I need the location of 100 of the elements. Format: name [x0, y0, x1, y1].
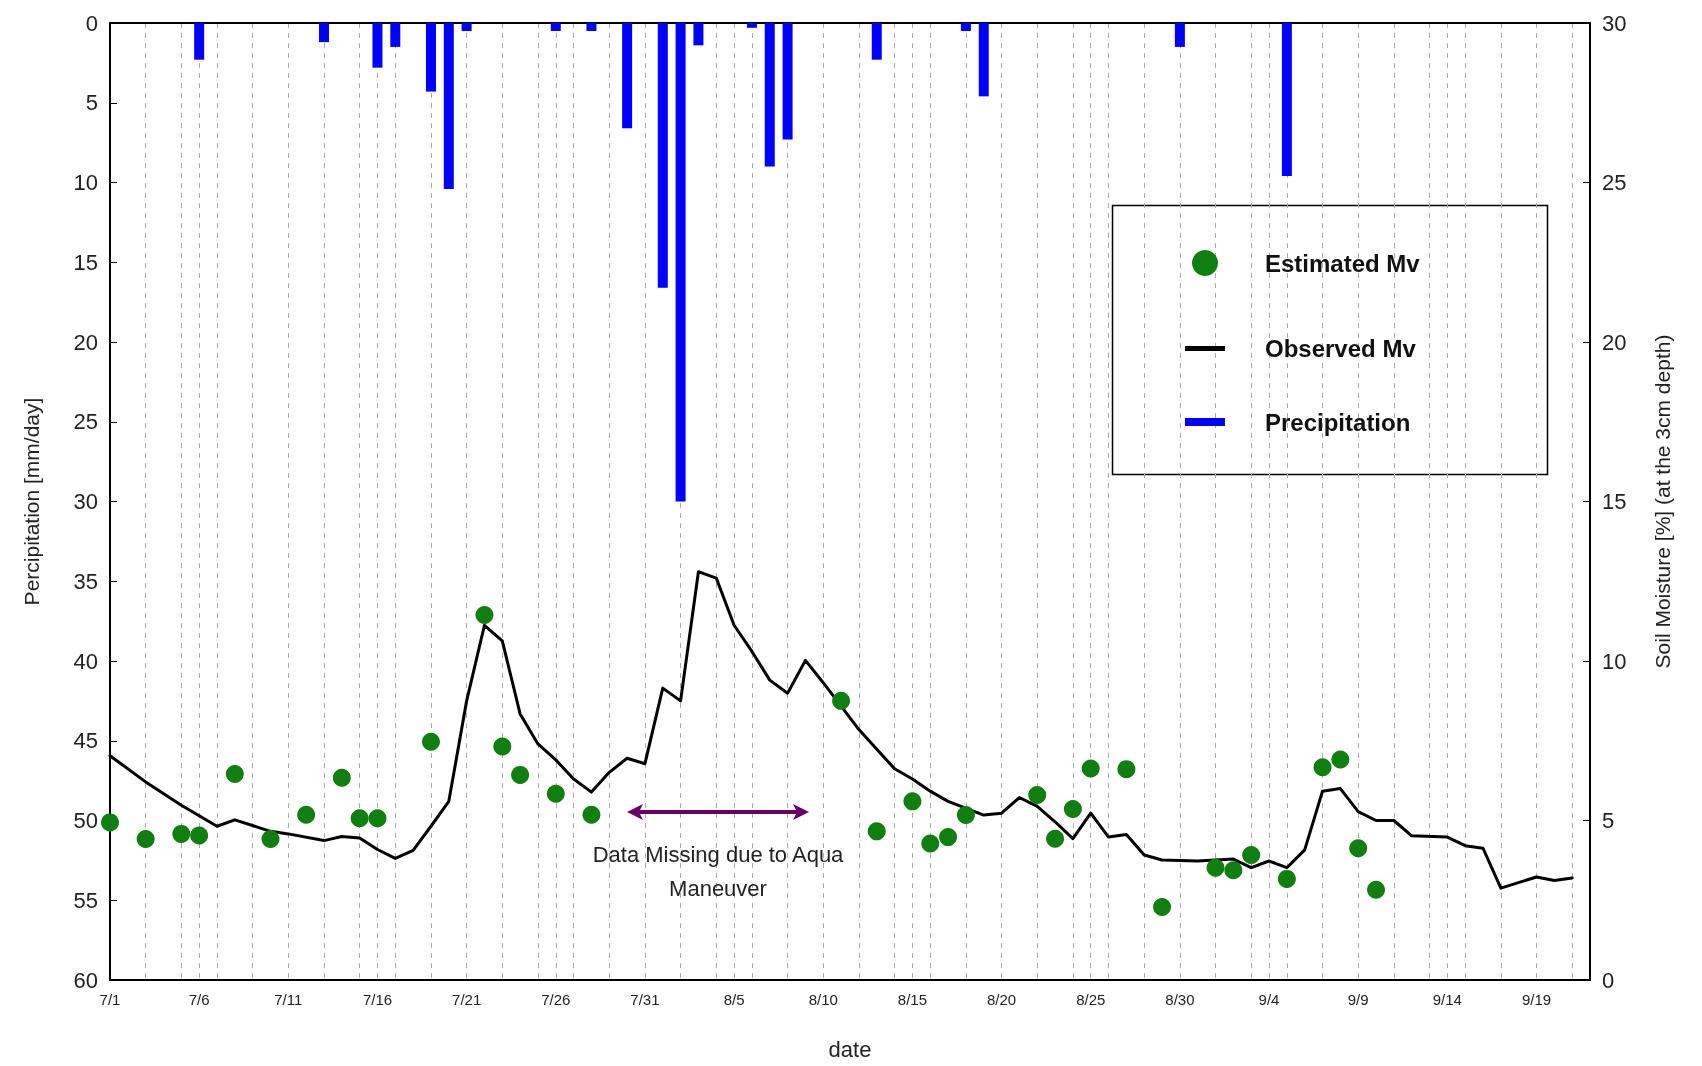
- point: [261, 830, 280, 848]
- x-tick-label: 8/15: [897, 991, 928, 1008]
- point: [921, 834, 940, 853]
- bar: [318, 23, 329, 43]
- y2-tick-label: 5: [1602, 808, 1615, 833]
- legend-label: Observed Mv: [1265, 335, 1417, 362]
- bar: [1281, 23, 1292, 177]
- y2-tick-label: 30: [1602, 10, 1627, 36]
- legend-label: Estimated Mv: [1265, 249, 1421, 277]
- point: [1331, 750, 1350, 769]
- y-tick-label: 10: [73, 170, 98, 195]
- bar: [443, 23, 454, 189]
- point: [172, 824, 191, 843]
- bar: [194, 23, 205, 60]
- y-tick-label: 5: [85, 90, 98, 116]
- bar: [550, 23, 561, 31]
- y-tick-label: 20: [73, 329, 98, 355]
- y2-tick-label: 25: [1602, 170, 1627, 195]
- x-tick-label: 9/19: [1521, 991, 1552, 1008]
- y-tick-label: 50: [73, 808, 98, 833]
- bar: [657, 23, 668, 288]
- point: [297, 805, 316, 824]
- point: [1242, 845, 1261, 864]
- bar: [960, 23, 971, 31]
- legend-label: Precipitation: [1265, 408, 1411, 436]
- point: [1277, 869, 1296, 888]
- y-tick-label: 35: [73, 568, 98, 594]
- point: [903, 792, 922, 811]
- x-tick-label: 7/6: [188, 991, 210, 1008]
- y-tick-label: 45: [73, 728, 98, 754]
- y-axis-title: Percipitation [mm/day]: [20, 397, 43, 606]
- bar: [372, 23, 383, 68]
- point: [1028, 785, 1047, 804]
- bar: [746, 23, 757, 28]
- x-tick-label: 9/4: [1258, 991, 1280, 1008]
- bar: [764, 23, 775, 167]
- point: [1046, 829, 1065, 848]
- x-tick-label: 7/16: [362, 991, 393, 1008]
- y2-tick-label: 10: [1602, 648, 1627, 674]
- y-tick-label: 55: [73, 887, 98, 913]
- x-tick-label: 8/30: [1165, 991, 1195, 1008]
- bar: [461, 23, 472, 31]
- point: [136, 830, 155, 848]
- point: [1153, 897, 1172, 916]
- point: [1117, 760, 1136, 779]
- point: [832, 691, 851, 710]
- point: [1063, 800, 1082, 819]
- point: [582, 805, 601, 824]
- annotation: Data Missing due to Aqua Maneuver: [591, 841, 845, 903]
- y-tick-label: 60: [73, 967, 98, 993]
- x-tick-label: 9/14: [1432, 991, 1462, 1008]
- point: [1206, 858, 1225, 877]
- point: [101, 813, 119, 832]
- x-tick-label: 8/25: [1076, 991, 1106, 1008]
- x-tick-label: 7/31: [630, 991, 660, 1008]
- x-tick-label: 7/26: [541, 991, 571, 1008]
- bar: [425, 23, 436, 92]
- x-tick-label: 8/5: [723, 991, 745, 1008]
- point: [190, 826, 209, 845]
- point: [350, 809, 369, 828]
- point: [1367, 880, 1386, 899]
- bar: [390, 23, 401, 47]
- point: [368, 809, 387, 828]
- y-tick-label: 0: [85, 10, 98, 36]
- point: [475, 606, 494, 625]
- x-tick-label: 7/21: [452, 991, 482, 1008]
- point: [956, 806, 975, 825]
- point: [1081, 759, 1100, 778]
- x-tick-label: 9/9: [1347, 991, 1369, 1008]
- bar: [1174, 23, 1185, 47]
- point: [511, 765, 530, 784]
- point: [332, 768, 351, 787]
- point: [493, 737, 512, 756]
- point: [867, 822, 886, 841]
- x-tick-label: 7/11: [274, 991, 303, 1008]
- bar: [622, 23, 633, 129]
- bar: [586, 23, 597, 31]
- y-tick-label: 30: [73, 489, 98, 514]
- bar: [782, 23, 793, 140]
- y2-tick-label: 20: [1602, 329, 1627, 355]
- point: [1313, 758, 1332, 777]
- bar: [871, 23, 882, 60]
- x-tick-label: 8/10: [808, 991, 838, 1008]
- point: [1224, 861, 1243, 880]
- x-axis-title: date: [828, 1036, 872, 1062]
- bar: [978, 23, 989, 97]
- x-tick-label: 7/1: [99, 991, 121, 1008]
- bar: [675, 23, 686, 502]
- y-tick-label: 15: [73, 249, 98, 275]
- y2-axis-title: Soil Moisture [%] (at the 3cm depth): [1651, 334, 1674, 669]
- point: [1349, 839, 1368, 858]
- y-tick-label: 40: [73, 648, 98, 674]
- point: [939, 828, 958, 847]
- point: [225, 764, 244, 783]
- y2-tick-label: 0: [1602, 967, 1615, 993]
- point: [421, 732, 440, 751]
- point: [546, 784, 565, 803]
- y-tick-label: 25: [73, 409, 98, 435]
- y2-tick-label: 15: [1602, 489, 1627, 514]
- x-tick-label: 8/20: [986, 991, 1017, 1008]
